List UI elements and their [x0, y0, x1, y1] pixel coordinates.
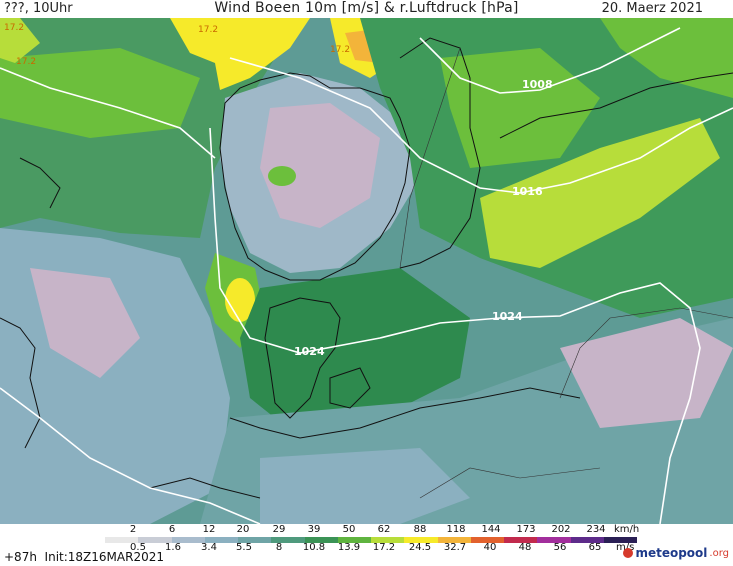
isobar-label-1024-center: 1024: [294, 345, 325, 358]
sweden-bright-green: [440, 48, 600, 168]
isobar-1024-east: [209, 127, 701, 524]
footer: 2 6 12 20 29 39 50 62 88 118 144 173 202…: [0, 524, 733, 566]
kmh-tick: 12: [202, 524, 216, 535]
meteopool-logo[interactable]: meteopool .org: [623, 546, 729, 560]
isobar-label-1024-east: 1024: [492, 310, 523, 323]
jutland-coast: [264, 297, 341, 419]
south-baltic-coast: [229, 387, 581, 439]
norway-coast: [219, 72, 411, 281]
finland-coast: [499, 72, 733, 139]
kmh-tick: 50: [342, 524, 356, 535]
isobar-1024-west: [0, 387, 261, 524]
colorbar-swatch: [404, 537, 438, 543]
kmh-tick: 2: [129, 524, 137, 535]
kmh-tick: 202: [551, 524, 571, 535]
ms-tick: 10.8: [302, 542, 326, 553]
kmh-tick: 234: [586, 524, 606, 535]
shetland-coast: [19, 157, 61, 209]
map-title: Wind Boeen 10m [m/s] & r.Luftdruck [hPa]: [214, 0, 519, 16]
sweden-coast: [399, 37, 481, 269]
netherlands-coast: [149, 477, 261, 499]
kmh-tick: 20: [236, 524, 250, 535]
ms-unit: m/s: [616, 542, 634, 553]
ms-tick: 32.7: [443, 542, 467, 553]
colorbar-swatch: [537, 537, 571, 543]
germany-blue: [260, 448, 470, 524]
kmh-tick: 62: [377, 524, 391, 535]
isobar-label-1016: 1016: [512, 185, 543, 198]
weather-map: 1008 1016 1024 1024 17.2 17.2 17.2 17.2: [0, 18, 733, 524]
model-run-info: +87h Init:18Z16MAR2021: [4, 550, 164, 564]
poland-border: [559, 307, 733, 399]
ms-tick: 65: [588, 542, 602, 553]
ms-tick: 5.5: [236, 542, 252, 553]
skagerrak-yellow-spot: [225, 278, 255, 322]
ms-tick: 1.6: [165, 542, 181, 553]
map-canvas: 1008 1016 1024 1024 17.2 17.2 17.2 17.2: [0, 18, 733, 524]
mountain-green-spot: [268, 166, 296, 186]
gust-label-17.2-b: 17.2: [198, 25, 218, 35]
atlantic-bright-green: [0, 48, 200, 138]
isobar-label-1008: 1008: [522, 78, 553, 91]
ms-tick: 48: [518, 542, 532, 553]
gust-label-17.2-d: 17.2: [330, 45, 350, 55]
colorbar-swatch: [437, 537, 471, 543]
ms-tick: 13.9: [337, 542, 361, 553]
kmh-tick: 88: [413, 524, 427, 535]
ms-tick: 3.4: [201, 542, 217, 553]
yellow-gust-zone: [170, 18, 310, 90]
ms-tick: 17.2: [372, 542, 396, 553]
ms-tick: 8: [275, 542, 283, 553]
ms-tick: 40: [483, 542, 497, 553]
ms-tick: 0.5: [130, 542, 146, 553]
coastlines: [0, 37, 733, 499]
logo-suffix: .org: [709, 547, 729, 559]
kmh-tick: 118: [446, 524, 466, 535]
norway-sweden-border: [399, 47, 461, 269]
header: ???, 10Uhr Wind Boeen 10m [m/s] & r.Luft…: [0, 0, 733, 18]
colorbar-swatch: [603, 537, 637, 543]
gust-colorbar: [105, 537, 637, 543]
colorbar-swatch: [204, 537, 238, 543]
valid-time-label: ???, 10Uhr: [4, 1, 73, 16]
britain-coast: [0, 317, 41, 449]
colorbar-swatch: [271, 537, 305, 543]
colorbar-swatch: [570, 537, 604, 543]
isobars: [0, 27, 733, 524]
colorbar-swatch: [337, 537, 371, 543]
colorbar-swatch: [470, 537, 504, 543]
isobar-1016: [229, 57, 733, 194]
kmh-tick: 6: [168, 524, 176, 535]
colorbar-swatch: [171, 537, 205, 543]
kmh-tick: 173: [516, 524, 536, 535]
colorbar-swatch: [238, 537, 272, 543]
kmh-tick: 39: [307, 524, 321, 535]
isobar-1008: [419, 27, 681, 94]
ms-tick: 56: [553, 542, 567, 553]
country-borders: [399, 47, 733, 499]
finland-yellow-green: [480, 118, 720, 268]
date-label: 20. Maerz 2021: [601, 1, 703, 16]
gust-label-17.2-a: 17.2: [4, 23, 24, 33]
colorbar-swatch: [138, 537, 172, 543]
colorbar-swatch: [304, 537, 338, 543]
kmh-unit: km/h: [614, 524, 640, 535]
germany-border: [419, 467, 601, 499]
isobar-northwest: [0, 67, 216, 159]
colorbar-swatch: [105, 537, 139, 543]
gust-label-17.2-c: 17.2: [16, 57, 36, 67]
zealand-coast: [329, 367, 371, 409]
kmh-tick: 29: [272, 524, 286, 535]
yellow-green-patch: [0, 18, 40, 63]
norway-lilac: [260, 103, 380, 228]
logo-text: meteopool: [635, 546, 708, 560]
colorbar-swatch: [504, 537, 538, 543]
denmark-dark-green: [240, 268, 470, 438]
ms-tick: 24.5: [408, 542, 432, 553]
kmh-tick: 144: [481, 524, 501, 535]
logo-dot-icon: [623, 548, 634, 558]
colorbar-swatch: [371, 537, 405, 543]
lilac-patch-west: [30, 268, 140, 378]
